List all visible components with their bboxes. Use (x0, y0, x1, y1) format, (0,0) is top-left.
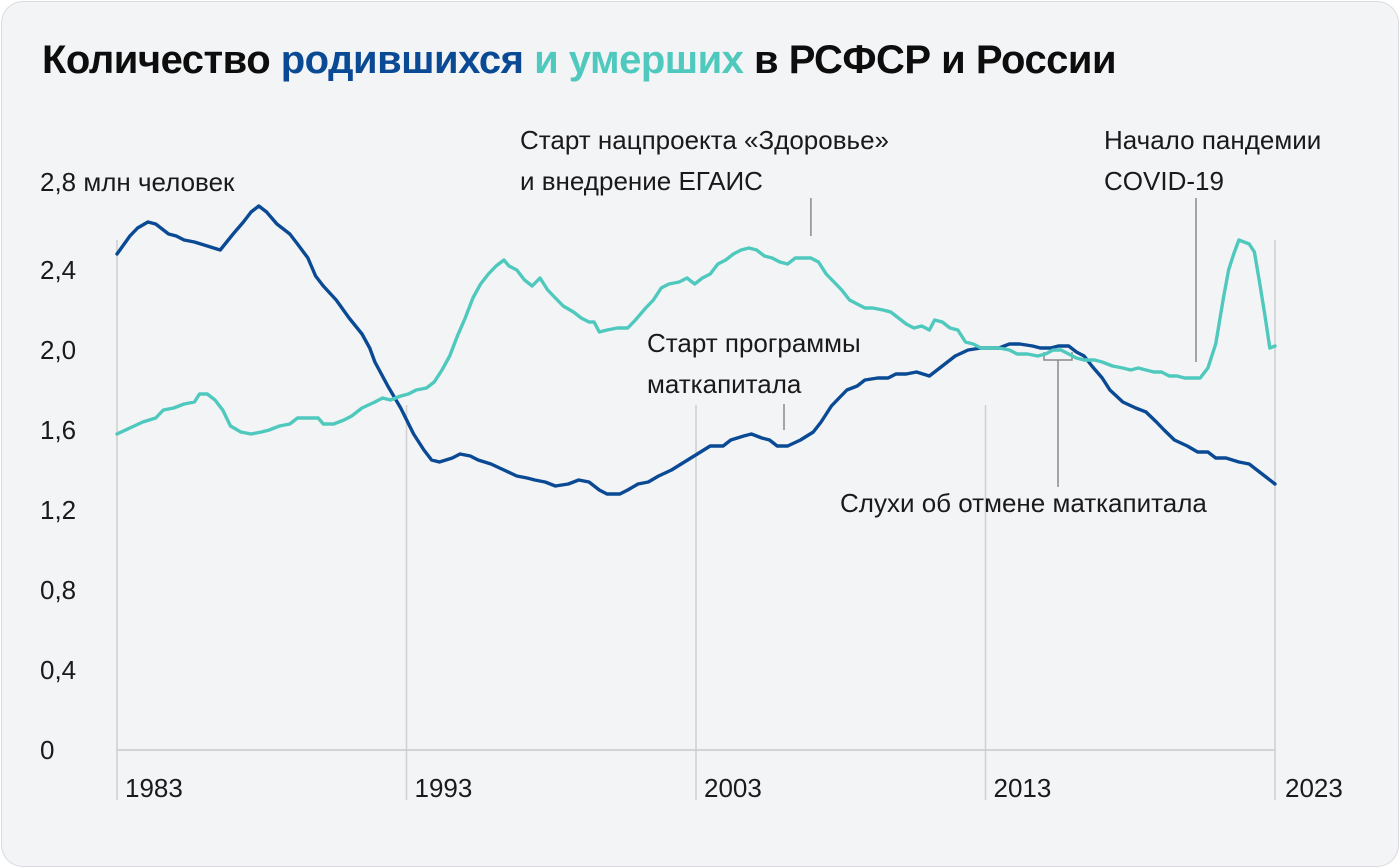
annotation-matcap-rumours: Слухи об отмене маткапитала (840, 488, 1207, 518)
x-tick-label: 1983 (125, 773, 183, 803)
annotation-health-project-line1: Старт нацпроекта «Здоровье» (520, 125, 889, 155)
annotation-matcap-rumours-bracket (1043, 352, 1073, 487)
series-line-births (115, 204, 1277, 496)
y-tick-label: 2,4 (40, 255, 76, 285)
y-tick-label: 1,6 (40, 415, 76, 445)
title-text-3: в РСФСР и России (743, 38, 1117, 82)
y-tick-label: 0,4 (40, 655, 76, 685)
y-tick-label: 0 (40, 735, 54, 765)
y-tick-label: 2,0 (40, 335, 76, 365)
annotation-covid-line1: Начало пандемии (1104, 125, 1321, 155)
annotation-covid-line2: COVID-19 (1104, 166, 1224, 196)
title-text-1: Количество (42, 38, 281, 82)
y-tick-label: 1,2 (40, 495, 76, 525)
title-deaths-word: и умерших (534, 38, 744, 82)
y-axis-label: 2,8 млн человек (40, 167, 235, 197)
annotation-health-project-line2: и внедрение ЕГАИС (520, 166, 763, 196)
series-line-deaths (115, 238, 1277, 436)
x-tick-label: 2003 (704, 773, 762, 803)
x-tick-label: 2013 (994, 773, 1052, 803)
x-tick-label: 2023 (1285, 773, 1343, 803)
chart-title: Количество родившихся и умерших в РСФСР … (42, 38, 1117, 83)
x-tick-label: 1993 (415, 773, 473, 803)
y-tick-label: 0,8 (40, 575, 76, 605)
title-births-word: родившихся (280, 38, 524, 82)
annotation-matcap-start-line2: маткапитала (647, 369, 802, 399)
annotation-matcap-start-line1: Старт программы (647, 328, 861, 358)
